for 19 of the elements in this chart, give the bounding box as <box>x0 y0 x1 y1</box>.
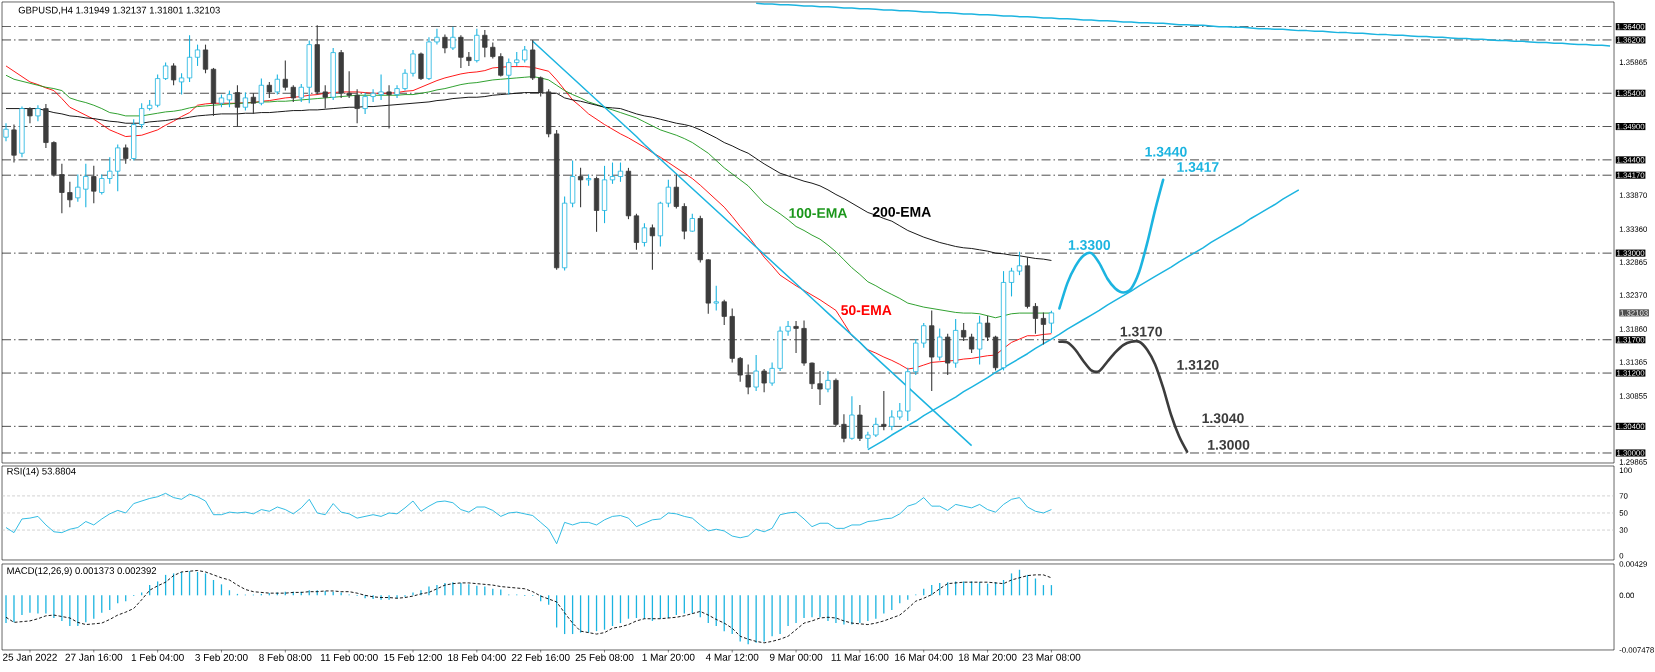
x-tick-label: 25 Feb 08:00 <box>575 653 634 661</box>
x-tick-label: 18 Mar 20:00 <box>958 653 1017 661</box>
x-tick-label: 1 Mar 20:00 <box>642 653 695 661</box>
chart-title: MACD(12,26,9) 0.001373 0.002392 <box>7 567 157 576</box>
x-tick-label: 3 Feb 20:00 <box>195 653 248 661</box>
x-tick-label: 8 Feb 08:00 <box>259 653 312 661</box>
x-tick-label: 4 Mar 12:00 <box>705 653 759 661</box>
x-tick-label: 1 Feb 04:00 <box>131 653 184 661</box>
x-tick-label: 9 Mar 00:00 <box>769 653 823 661</box>
x-tick-label: 25 Jan 2022 <box>3 653 57 661</box>
x-tick-label: 11 Feb 00:00 <box>320 653 378 661</box>
x-tick-label: 18 Feb 04:00 <box>448 653 506 661</box>
x-tick-label: 22 Feb 16:00 <box>511 653 570 661</box>
chart-title: RSI(14) 53.8804 <box>7 467 76 477</box>
x-tick-label: 16 Mar 04:00 <box>895 653 953 661</box>
x-tick-label: 27 Jan 16:00 <box>65 653 123 661</box>
x-tick-label: 15 Feb 12:00 <box>384 653 442 661</box>
x-tick-label: 11 Mar 16:00 <box>831 653 889 661</box>
x-tick-label: 23 Mar 08:00 <box>1022 653 1081 661</box>
